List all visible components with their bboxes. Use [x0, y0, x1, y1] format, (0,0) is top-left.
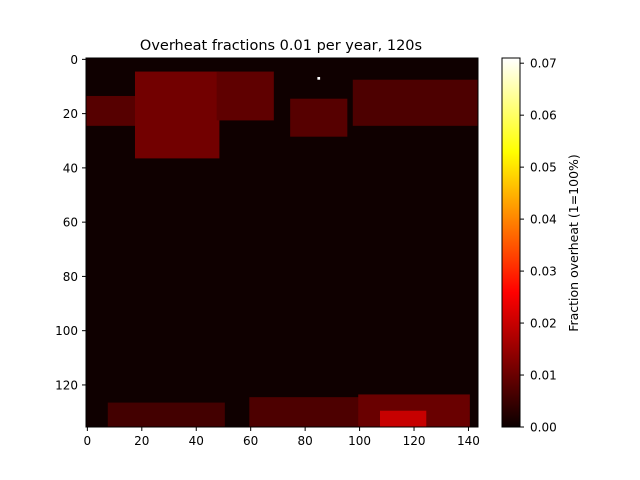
x-tick-label: 60	[243, 434, 258, 448]
x-tick-label: 80	[297, 434, 312, 448]
y-tick-label: 0	[70, 53, 78, 67]
y-tick-label: 40	[63, 161, 78, 175]
heatmap-region-southern-land-central	[249, 397, 361, 427]
heatmap-region-northern-land-mid	[290, 98, 348, 137]
x-tick-label: 100	[348, 434, 371, 448]
y-axis: 0 20 40 60 80 100 120	[55, 53, 86, 392]
x-tick-label: 20	[134, 434, 149, 448]
heatmap-region-northern-land-central	[135, 71, 220, 159]
plot-frame	[85, 57, 479, 428]
y-tick-label: 80	[63, 270, 78, 284]
colorbar	[501, 57, 521, 428]
colorbar-tick-label: 0.06	[530, 109, 557, 123]
colorbar-label: Fraction overheat (1=100%)	[566, 154, 581, 332]
x-tick-label: 140	[457, 434, 480, 448]
colorbar-tick-label: 0.03	[530, 265, 557, 279]
y-tick-label: 100	[55, 324, 78, 338]
heatmap-region-northern-land-west	[86, 95, 138, 126]
heatmap-peak-cell	[317, 76, 321, 80]
x-tick-label: 40	[189, 434, 204, 448]
colorbar-tick-label: 0.00	[530, 421, 557, 435]
x-tick-label: 0	[84, 434, 92, 448]
colorbar-tick-label: 0.07	[530, 57, 557, 71]
heatmap-cells	[86, 58, 478, 427]
heatmap-region-southern-land-west	[107, 402, 225, 427]
colorbar-tick-label: 0.04	[530, 213, 557, 227]
colorbar-tick-label: 0.01	[530, 369, 557, 383]
y-tick-label: 60	[63, 216, 78, 230]
colorbar-tick-label: 0.05	[530, 161, 557, 175]
y-tick-label: 120	[55, 378, 78, 392]
colorbar-tick-label: 0.02	[530, 317, 557, 331]
heatmap-region-northern-land-far-east	[352, 79, 478, 126]
heatmap-region-southern-hotspot	[380, 410, 427, 427]
x-axis: 0 20 40 60 80 100 120 140	[84, 427, 480, 448]
y-tick-label: 20	[63, 107, 78, 121]
chart-title: Overheat fractions 0.01 per year, 120s	[140, 38, 422, 54]
colorbar-axis: 0.00 0.01 0.02 0.03 0.04 0.05 0.06 0.07	[520, 57, 557, 435]
heatmap-region-northern-land-east	[216, 71, 274, 121]
x-tick-label: 120	[403, 434, 426, 448]
